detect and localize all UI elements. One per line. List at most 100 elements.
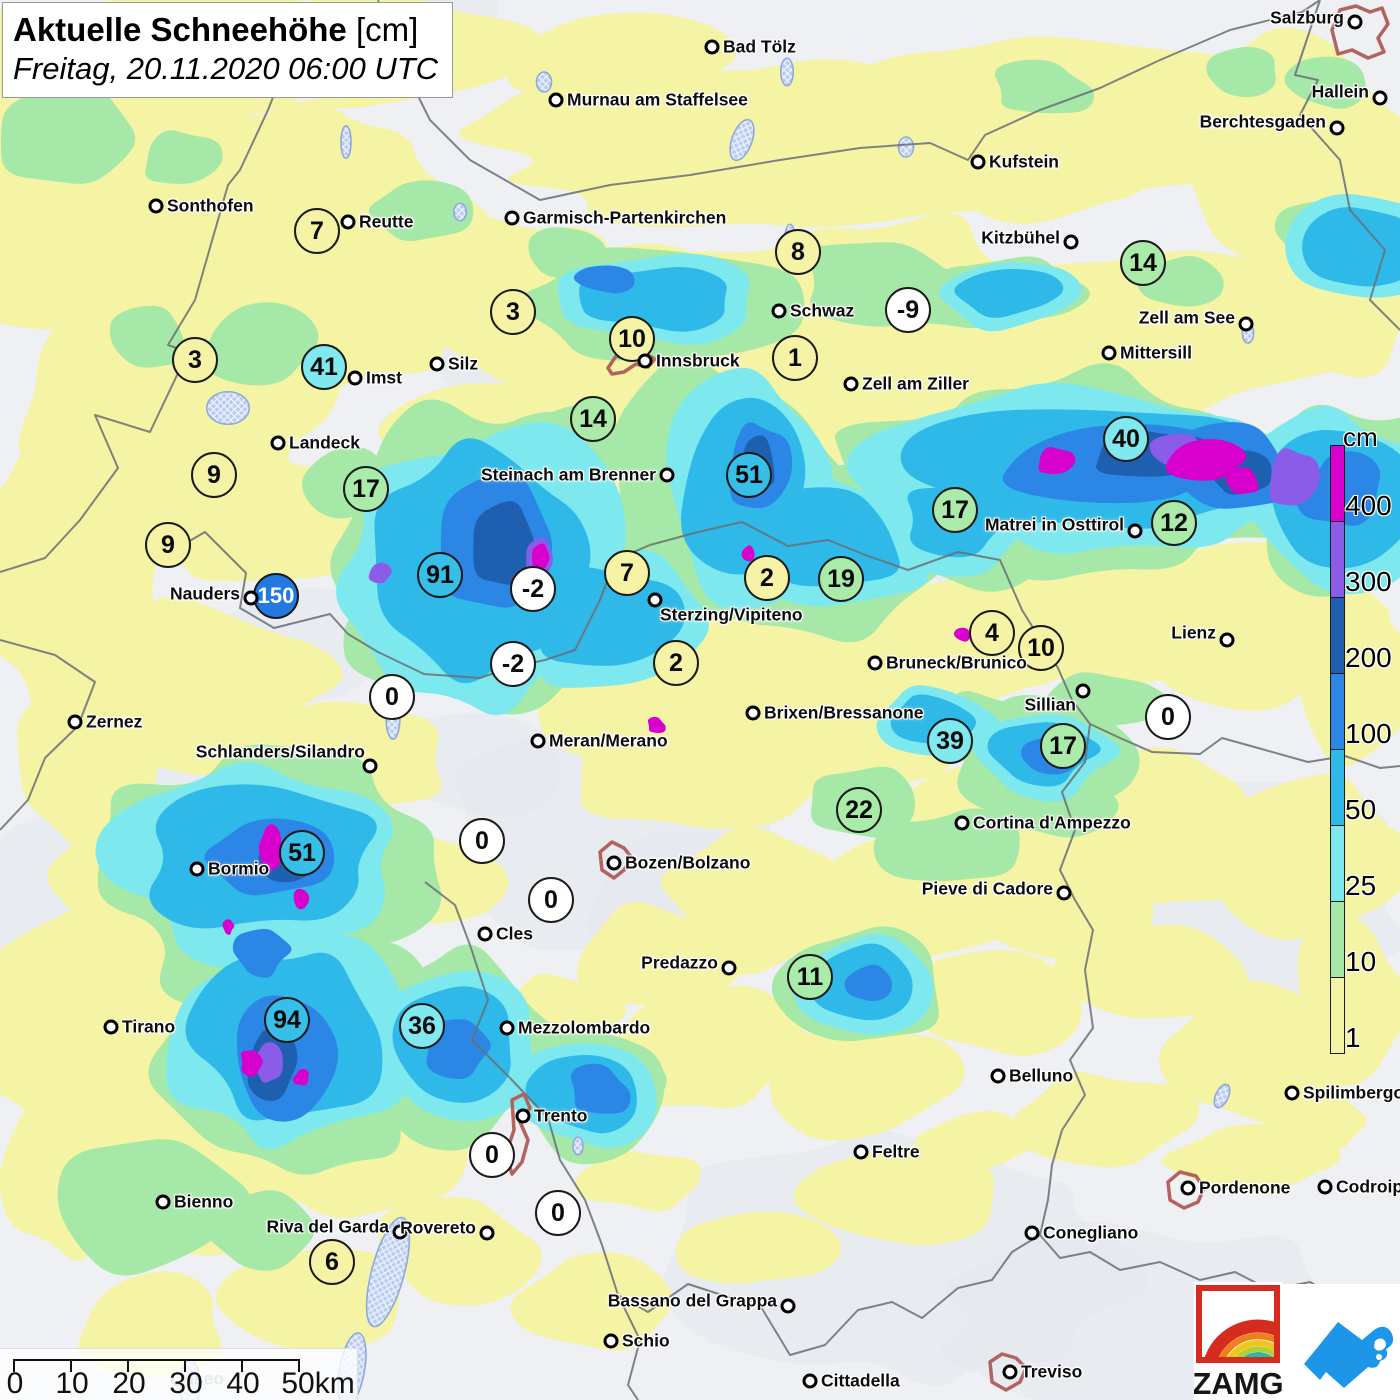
station-snow-depth-marker: 94 xyxy=(264,997,310,1043)
city-marker-icon xyxy=(853,1144,869,1160)
scale-bar-label: 0 xyxy=(6,1367,24,1400)
station-snow-depth-marker: 3 xyxy=(172,337,218,383)
city-marker-icon xyxy=(243,590,259,606)
city-label: Pieve di Cadore xyxy=(921,878,1053,899)
city-marker-icon xyxy=(530,733,546,749)
map-datetime: Freitag, 20.11.2020 06:00 UTC xyxy=(13,51,439,87)
border-line xyxy=(377,0,1321,201)
city-label: Sonthofen xyxy=(167,195,254,216)
station-snow-depth-marker: 91 xyxy=(417,552,463,598)
scale-bar-label: 40 xyxy=(226,1367,260,1400)
city-label: Schio xyxy=(622,1330,670,1351)
city-marker-icon xyxy=(802,1373,818,1389)
city-marker-icon xyxy=(479,1225,495,1241)
city-label: Bormio xyxy=(208,858,270,879)
city-label: Hallein xyxy=(1311,81,1369,102)
legend-color-block xyxy=(1331,826,1344,902)
station-snow-depth-marker: 17 xyxy=(1040,723,1086,769)
city-marker-icon xyxy=(659,467,675,483)
station-snow-depth-marker: 6 xyxy=(309,1239,355,1285)
city-marker-icon xyxy=(429,356,445,372)
city-marker-icon xyxy=(1317,1179,1333,1195)
city-label: Zernez xyxy=(86,711,143,732)
scale-bar-tick xyxy=(70,1359,72,1372)
city-label: Sillian xyxy=(1024,694,1076,715)
station-snow-depth-marker: 11 xyxy=(787,954,833,1000)
city-label: Murnau am Staffelsee xyxy=(567,89,748,110)
city-marker-icon xyxy=(1329,120,1345,136)
city-marker-icon xyxy=(148,198,164,214)
legend-tick-label: 100 xyxy=(1345,718,1392,749)
zamg-logo: ZAMG xyxy=(1192,1282,1284,1400)
station-snow-depth-marker: 2 xyxy=(744,555,790,601)
lake xyxy=(572,1136,584,1156)
city-marker-icon xyxy=(1024,1225,1040,1241)
city-label: Bruneck/Brunico xyxy=(886,652,1027,673)
station-snow-depth-marker: 51 xyxy=(279,830,325,876)
legend-color-block xyxy=(1331,902,1344,978)
city-label: Lienz xyxy=(1171,622,1216,643)
city-marker-icon xyxy=(392,1224,408,1240)
city-marker-icon xyxy=(67,714,83,730)
city-label: Kitzbühel xyxy=(981,227,1060,248)
legend-tick-label: 300 xyxy=(1345,566,1392,597)
city-boundary xyxy=(598,840,634,880)
station-snow-depth-marker: -9 xyxy=(885,287,931,333)
city-marker-icon xyxy=(867,655,883,671)
station-snow-depth-marker: 17 xyxy=(343,466,389,512)
station-snow-depth-marker: 40 xyxy=(1103,416,1149,462)
city-label: Innsbruck xyxy=(656,350,740,371)
city-label: Schwaz xyxy=(790,300,855,321)
legend-color-block xyxy=(1331,750,1344,826)
lake xyxy=(897,136,915,158)
legend-tick-label: 400 xyxy=(1345,490,1392,521)
station-snow-depth-marker: 19 xyxy=(818,556,864,602)
city-label: Conegliano xyxy=(1043,1222,1139,1243)
city-boundary xyxy=(988,1352,1028,1392)
station-snow-depth-marker: 8 xyxy=(775,229,821,275)
city-marker-icon xyxy=(548,92,564,108)
scale-bar-rule xyxy=(13,1359,298,1361)
city-marker-icon xyxy=(637,353,653,369)
station-snow-depth-marker: 51 xyxy=(726,452,772,498)
city-marker-icon xyxy=(603,1333,619,1349)
station-snow-depth-marker: 3 xyxy=(490,289,536,335)
city-marker-icon xyxy=(477,926,493,942)
scale-bar: 0 10 20 30 40 50km xyxy=(0,1348,358,1400)
station-snow-depth-marker: 10 xyxy=(1018,625,1064,671)
legend-color-block xyxy=(1331,674,1344,750)
legend-tick-label: 10 xyxy=(1345,946,1377,977)
city-marker-icon xyxy=(1284,1085,1300,1101)
city-marker-icon xyxy=(1101,345,1117,361)
lake xyxy=(1213,1083,1231,1109)
station-snow-depth-marker: 12 xyxy=(1151,500,1197,546)
station-snow-depth-marker: 41 xyxy=(301,344,347,390)
zamg-wordmark: ZAMG xyxy=(1194,1366,1282,1400)
scale-bar-tick xyxy=(298,1359,300,1372)
scale-bar-label: 30 xyxy=(169,1367,203,1400)
lake xyxy=(729,118,755,162)
lake xyxy=(365,1216,411,1328)
city-label: Zell am Ziller xyxy=(862,373,969,394)
city-label: Cittadella xyxy=(821,1370,900,1391)
city-label: Steinach am Brenner xyxy=(480,464,656,485)
city-marker-icon xyxy=(606,855,622,871)
city-label: Garmisch-Partenkirchen xyxy=(523,207,727,228)
city-label: Spilimbergo xyxy=(1303,1082,1400,1103)
station-snow-depth-marker: 0 xyxy=(459,818,505,864)
station-snow-depth-marker: 39 xyxy=(927,718,973,764)
station-snow-depth-marker: 7 xyxy=(294,208,340,254)
lake xyxy=(340,124,352,160)
scale-bar-label: 50km xyxy=(281,1367,355,1400)
station-snow-depth-marker: 0 xyxy=(369,674,415,720)
city-label: Trento xyxy=(534,1105,588,1126)
legend-color-block xyxy=(1331,522,1344,598)
city-label: Predazzo xyxy=(641,952,718,973)
city-label: Cortina d'Ampezzo xyxy=(973,812,1131,833)
station-snow-depth-marker: 36 xyxy=(399,1003,445,1049)
city-label: Cles xyxy=(496,923,533,944)
city-label: Brixen/Bressanone xyxy=(764,702,924,723)
station-snow-depth-marker: 9 xyxy=(145,522,191,568)
city-label: Mezzolombardo xyxy=(518,1017,651,1038)
